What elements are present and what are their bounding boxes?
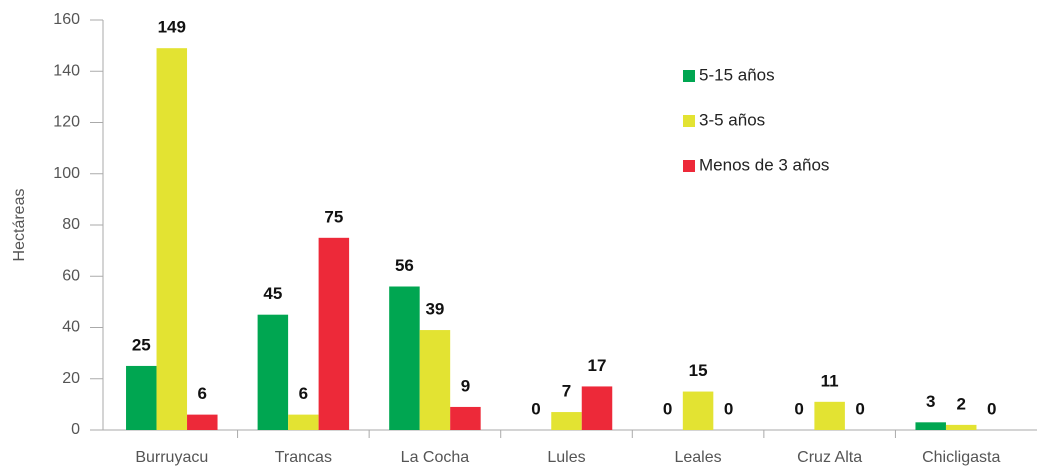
bar bbox=[450, 406, 481, 430]
y-tick-label: 80 bbox=[62, 216, 80, 233]
bar bbox=[915, 422, 946, 430]
value-label: 11 bbox=[821, 371, 839, 390]
y-tick-label: 20 bbox=[62, 370, 80, 387]
value-label: 6 bbox=[198, 384, 207, 403]
value-label: 56 bbox=[395, 256, 414, 275]
value-label: 149 bbox=[158, 18, 186, 37]
legend-swatch bbox=[683, 70, 695, 82]
x-tick-label: Leales bbox=[674, 449, 721, 466]
bar bbox=[288, 414, 319, 430]
value-label: 2 bbox=[956, 394, 965, 413]
legend-label: 3-5 años bbox=[699, 110, 765, 129]
value-label: 25 bbox=[132, 335, 151, 354]
value-label: 0 bbox=[663, 399, 672, 418]
bar bbox=[419, 330, 451, 430]
x-tick-label: Cruz Alta bbox=[797, 449, 862, 466]
value-label: 0 bbox=[724, 399, 733, 418]
y-tick-label: 40 bbox=[62, 319, 80, 336]
bar bbox=[551, 412, 582, 430]
value-label: 0 bbox=[531, 399, 540, 418]
value-label: 3 bbox=[926, 392, 935, 411]
y-tick-label: 0 bbox=[71, 421, 80, 438]
bar bbox=[389, 286, 420, 430]
y-tick-label: 60 bbox=[62, 267, 80, 284]
y-tick-label: 140 bbox=[53, 62, 80, 79]
x-tick-label: Lules bbox=[547, 449, 585, 466]
y-tick-label: 120 bbox=[53, 114, 80, 131]
x-tick-label: Burruyacu bbox=[135, 449, 208, 466]
legend-label: 5-15 años bbox=[699, 65, 775, 84]
y-axis-label: Hectáreas bbox=[11, 189, 28, 262]
bar bbox=[187, 414, 218, 430]
x-tick-label: Trancas bbox=[275, 449, 332, 466]
bar bbox=[682, 391, 714, 430]
bar bbox=[814, 401, 845, 430]
value-label: 6 bbox=[299, 384, 308, 403]
bar bbox=[126, 365, 157, 430]
bar bbox=[257, 314, 289, 430]
value-label: 0 bbox=[794, 399, 803, 418]
x-tick-label: Chicligasta bbox=[922, 449, 1000, 466]
legend-swatch bbox=[683, 160, 695, 172]
value-label: 7 bbox=[562, 382, 571, 401]
value-label: 17 bbox=[588, 356, 607, 375]
y-tick-label: 100 bbox=[53, 165, 80, 182]
legend-label: Menos de 3 años bbox=[699, 155, 829, 174]
value-label: 75 bbox=[324, 207, 343, 226]
value-label: 39 bbox=[425, 300, 444, 319]
x-tick-label: La Cocha bbox=[401, 449, 470, 466]
value-label: 45 bbox=[263, 284, 282, 303]
legend-swatch bbox=[683, 115, 695, 127]
value-label: 9 bbox=[461, 376, 470, 395]
bar bbox=[318, 237, 350, 430]
value-label: 0 bbox=[855, 399, 864, 418]
bar bbox=[156, 48, 188, 430]
y-tick-label: 160 bbox=[53, 11, 80, 28]
value-label: 0 bbox=[987, 399, 996, 418]
bar bbox=[945, 424, 977, 430]
bar bbox=[581, 386, 613, 430]
value-label: 15 bbox=[689, 361, 708, 380]
